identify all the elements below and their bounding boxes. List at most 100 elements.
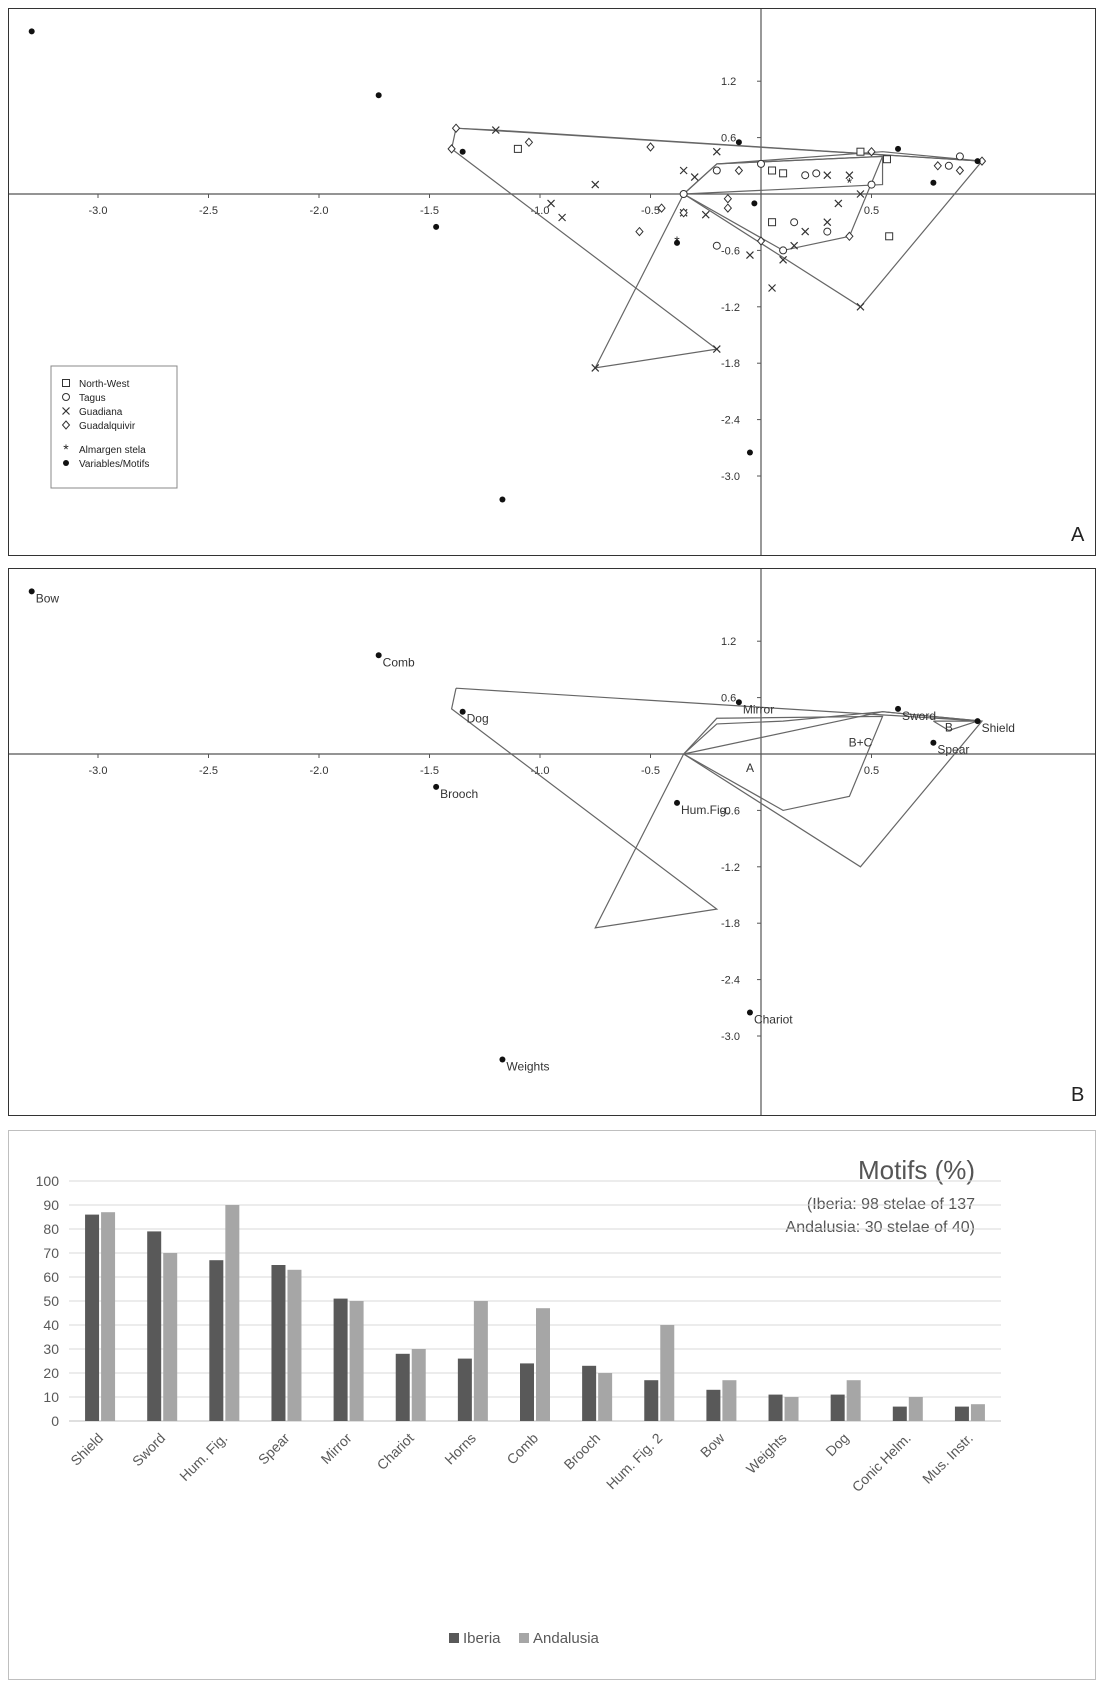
x-tick-label: -2.0 <box>310 205 329 217</box>
y-tick-label: 70 <box>43 1245 59 1261</box>
dot-marker <box>674 239 681 246</box>
convex-hull <box>683 711 984 868</box>
square-marker <box>768 166 777 175</box>
data-point-x <box>856 190 865 198</box>
diamond-marker <box>845 231 854 242</box>
circle-marker <box>823 227 832 236</box>
bar-iberia <box>457 1358 472 1421</box>
chart-title: Motifs (%) <box>858 1155 975 1185</box>
dot-marker <box>674 799 681 806</box>
x-tick-label: -3.0 <box>89 205 108 217</box>
x-tick-label: -2.0 <box>310 765 329 777</box>
dot-marker <box>28 588 35 595</box>
data-point-dot <box>974 158 981 165</box>
x-marker <box>823 171 832 180</box>
data-point-dot <box>746 1009 753 1016</box>
data-point-circle <box>867 180 876 189</box>
data-point-x <box>558 213 567 222</box>
x-tick-label: Hum. Fig. <box>176 1430 230 1484</box>
x-marker <box>62 407 70 415</box>
square-marker <box>779 169 788 178</box>
diamond-marker <box>657 203 666 213</box>
y-tick-label: 50 <box>43 1293 59 1309</box>
x-marker <box>701 210 710 219</box>
data-point-diamond <box>61 420 71 430</box>
data-point-diamond <box>867 146 876 157</box>
diamond-marker <box>756 236 766 246</box>
x-marker <box>790 241 799 250</box>
diamond-marker <box>723 193 733 204</box>
data-point-diamond <box>955 165 965 176</box>
dot-marker <box>735 139 742 146</box>
bar-andalusia <box>349 1301 364 1421</box>
point-label: Brooch <box>440 787 478 801</box>
x-marker <box>856 302 865 311</box>
dot-marker <box>375 652 382 659</box>
data-point-dot <box>895 705 902 712</box>
x-marker <box>856 190 865 198</box>
data-point-x <box>701 210 710 219</box>
scatter-plot-a: -3.0 -2.5 -2.0 -1.5 -1.0 -0.5 0.5 1.2 0.6 -0.6 -1.… <box>9 9 1095 555</box>
convex-hull <box>933 720 978 732</box>
chart-subtitle: Andalusia: 30 stelae of 40) <box>786 1219 975 1236</box>
legend-swatch <box>449 1633 459 1643</box>
circle-marker <box>801 171 810 180</box>
data-point-dot <box>746 449 753 456</box>
data-point-circle <box>790 218 799 227</box>
bar-chart-panel: Motifs (%) (Iberia: 98 stelae of 137 Andal… <box>8 1130 1096 1680</box>
y-tick-label: 60 <box>43 1269 59 1285</box>
circle-marker <box>757 159 765 168</box>
dot-marker <box>895 145 902 152</box>
data-point-diamond <box>734 165 744 176</box>
y-tick-label: -3.0 <box>721 471 740 483</box>
data-point-x <box>790 241 799 250</box>
y-tick-label: -1.2 <box>721 862 740 874</box>
diamond-marker <box>646 142 655 152</box>
convex-hull <box>683 715 884 812</box>
y-tick-label: 30 <box>43 1341 59 1357</box>
bar-iberia <box>271 1265 286 1421</box>
data-point-diamond <box>657 203 666 213</box>
x-tick-label: Brooch <box>561 1430 604 1473</box>
data-point-dot <box>974 718 981 725</box>
y-tick-label: 20 <box>43 1365 59 1381</box>
circle-marker <box>790 218 799 227</box>
data-point-diamond <box>451 123 461 133</box>
x-tick-label: Comb <box>503 1430 541 1468</box>
x-tick-label: Chariot <box>374 1430 417 1473</box>
x-marker <box>801 227 810 236</box>
x-tick-label: 0.5 <box>864 765 879 777</box>
point-label: Mirror <box>743 702 774 716</box>
bar-andalusia <box>908 1397 923 1421</box>
data-point-diamond <box>447 144 456 154</box>
legend-label: Variables/Motifs <box>79 459 149 470</box>
x-tick-label: Hum. Fig. 2 <box>603 1430 666 1493</box>
data-point-circle <box>779 246 788 255</box>
y-tick-label: -3.0 <box>721 1031 740 1043</box>
data-point-dot <box>674 799 681 806</box>
dot-marker <box>499 1056 506 1063</box>
data-point-asterisk: * <box>847 175 853 191</box>
y-tick-label: 90 <box>43 1197 59 1213</box>
circle-marker <box>812 169 821 178</box>
diamond-marker <box>635 226 644 237</box>
x-tick-label: -3.0 <box>89 765 108 777</box>
diamond-marker <box>734 165 744 176</box>
x-tick-label: Conic Helm. <box>849 1430 914 1495</box>
data-point-square <box>885 232 894 241</box>
x-tick-label: Bow <box>697 1429 728 1460</box>
bar-iberia <box>209 1260 224 1421</box>
dot-marker <box>459 708 466 715</box>
x-marker <box>491 126 500 135</box>
data-point-dot <box>930 179 937 186</box>
y-tick-label: 10 <box>43 1389 59 1405</box>
group-label: B <box>945 721 953 735</box>
data-point-dot <box>735 699 742 706</box>
panel-letter: A <box>1071 524 1085 546</box>
x-marker <box>558 213 567 222</box>
data-point-dot <box>459 148 466 155</box>
square-marker <box>882 155 891 164</box>
data-point-asterisk: * <box>63 441 69 457</box>
data-point-diamond <box>679 208 688 218</box>
x-marker <box>712 147 721 156</box>
